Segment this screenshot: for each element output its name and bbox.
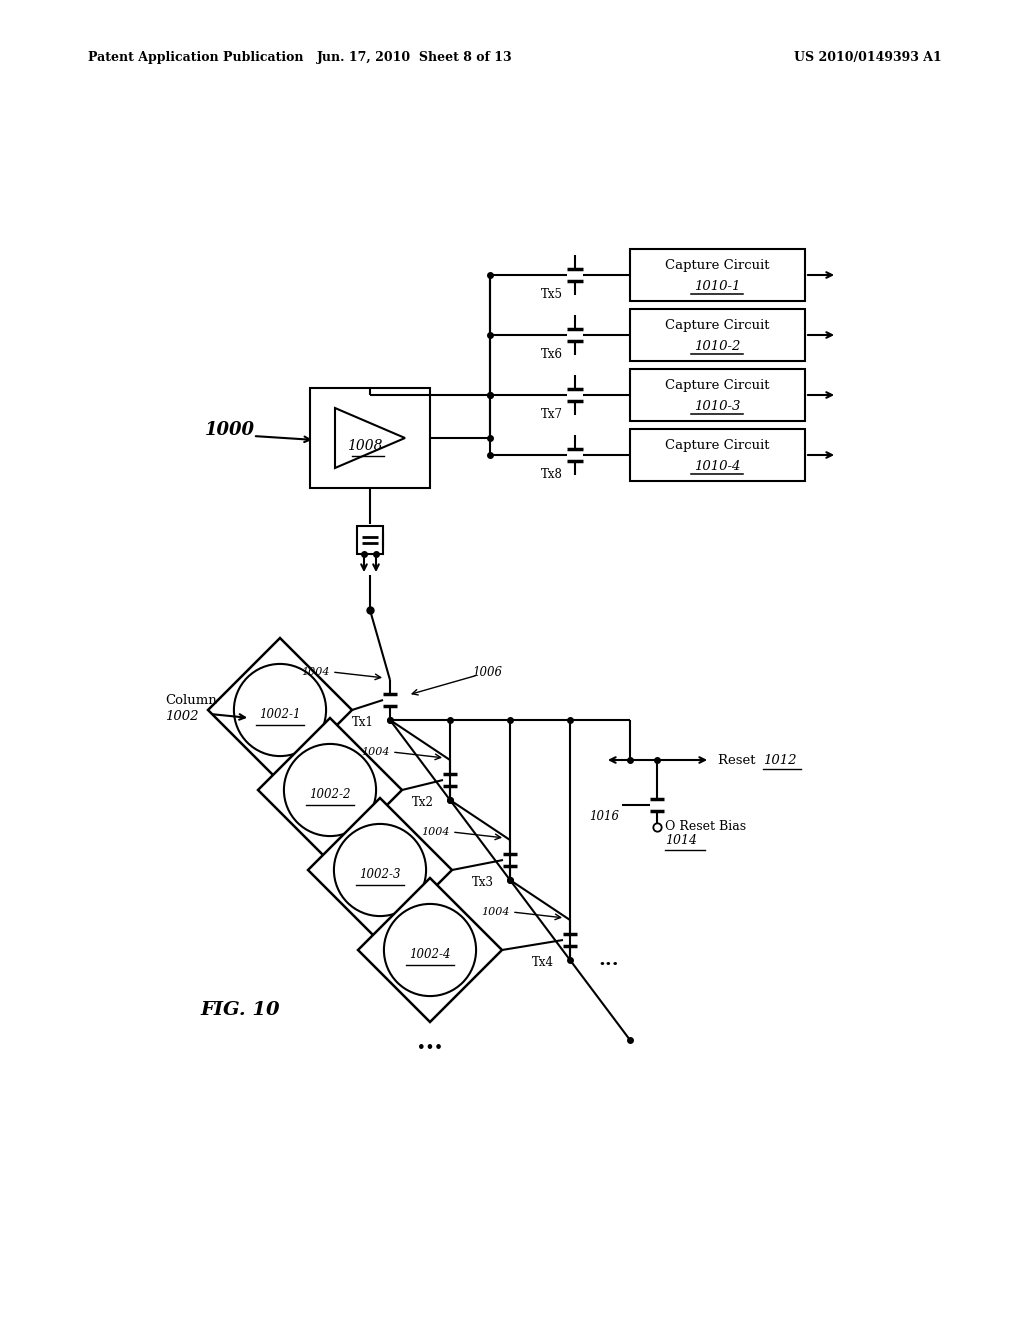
Text: Reset: Reset <box>718 754 760 767</box>
Text: 1002: 1002 <box>165 710 199 723</box>
Bar <box>357 525 383 554</box>
Text: 1004: 1004 <box>301 667 330 677</box>
Circle shape <box>334 824 426 916</box>
Text: 1002-4: 1002-4 <box>410 949 451 961</box>
Polygon shape <box>308 799 452 942</box>
Text: Tx7: Tx7 <box>541 408 563 421</box>
Text: 1002-2: 1002-2 <box>309 788 351 801</box>
Text: Tx3: Tx3 <box>472 875 494 888</box>
Text: Patent Application Publication: Patent Application Publication <box>88 51 303 65</box>
Bar <box>630 370 805 421</box>
Text: ...: ... <box>598 950 618 969</box>
Text: Capture Circuit: Capture Circuit <box>665 380 769 392</box>
Text: 1012: 1012 <box>763 754 797 767</box>
Text: 1016: 1016 <box>589 810 618 824</box>
Text: Column: Column <box>165 693 217 706</box>
Text: Tx8: Tx8 <box>541 469 563 482</box>
Text: Capture Circuit: Capture Circuit <box>665 319 769 333</box>
Text: O Reset Bias: O Reset Bias <box>665 821 746 833</box>
Text: Jun. 17, 2010  Sheet 8 of 13: Jun. 17, 2010 Sheet 8 of 13 <box>317 51 513 65</box>
Bar <box>630 309 805 360</box>
Text: 1000: 1000 <box>205 421 255 440</box>
Polygon shape <box>358 878 502 1022</box>
Text: 1002-1: 1002-1 <box>259 709 301 722</box>
Polygon shape <box>335 408 406 469</box>
Text: US 2010/0149393 A1: US 2010/0149393 A1 <box>795 51 942 65</box>
Polygon shape <box>258 718 402 862</box>
Text: 1006: 1006 <box>472 665 502 678</box>
Text: 1010-1: 1010-1 <box>694 280 740 293</box>
Text: Tx6: Tx6 <box>541 348 563 362</box>
Text: 1010-2: 1010-2 <box>694 339 740 352</box>
Polygon shape <box>208 638 352 781</box>
Text: 1004: 1004 <box>422 828 450 837</box>
Text: Tx2: Tx2 <box>412 796 434 808</box>
Text: Capture Circuit: Capture Circuit <box>665 260 769 272</box>
Bar <box>630 429 805 480</box>
Text: Tx5: Tx5 <box>541 289 563 301</box>
Text: Tx1: Tx1 <box>352 715 374 729</box>
Text: ...: ... <box>417 1030 443 1053</box>
Bar <box>630 249 805 301</box>
Bar <box>310 388 430 488</box>
Circle shape <box>284 744 376 836</box>
Text: 1004: 1004 <box>481 907 510 917</box>
Text: 1014: 1014 <box>665 834 697 847</box>
Text: 1010-3: 1010-3 <box>694 400 740 412</box>
Text: 1004: 1004 <box>361 747 390 756</box>
Text: 1010-4: 1010-4 <box>694 459 740 473</box>
Text: Tx4: Tx4 <box>532 956 554 969</box>
Text: 1002-3: 1002-3 <box>359 869 400 882</box>
Text: FIG. 10: FIG. 10 <box>200 1001 280 1019</box>
Text: Capture Circuit: Capture Circuit <box>665 440 769 453</box>
Circle shape <box>384 904 476 997</box>
Text: 1008: 1008 <box>347 440 383 453</box>
Circle shape <box>233 664 326 756</box>
